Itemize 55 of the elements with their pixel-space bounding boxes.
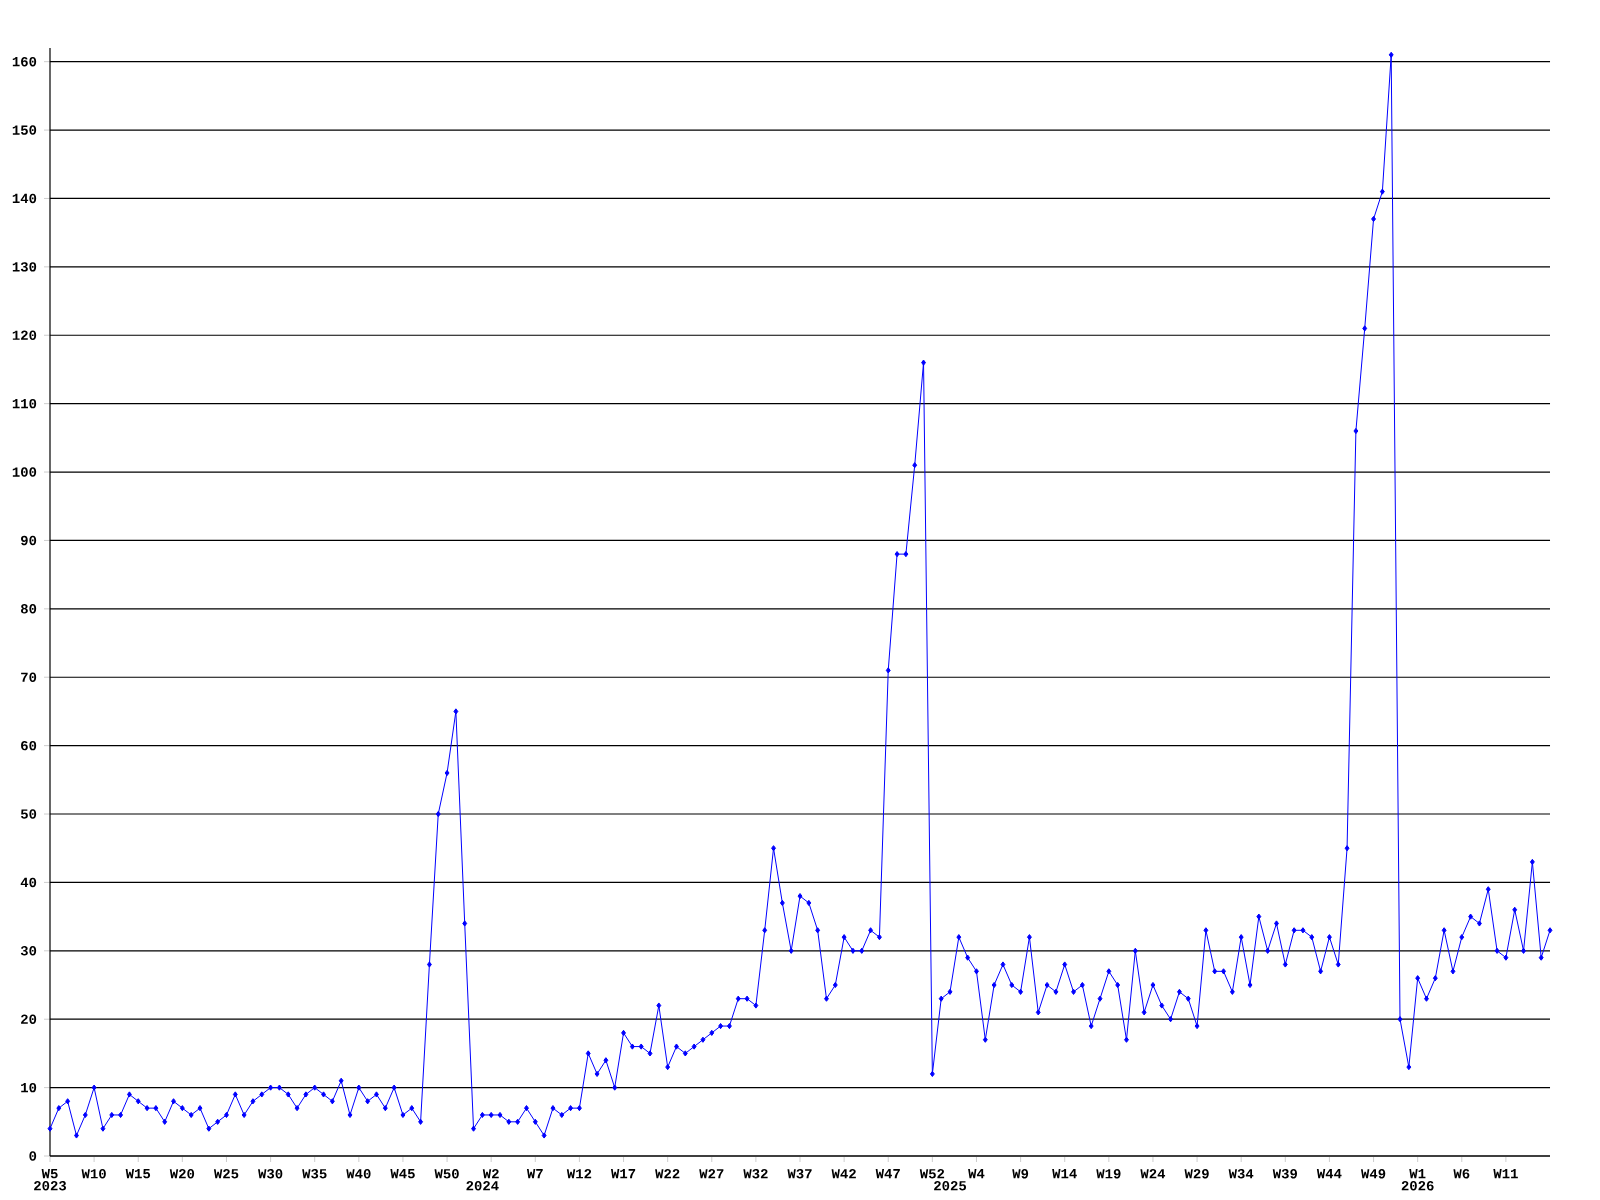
x-tick-label: W15 bbox=[125, 1169, 151, 1179]
x-tick-label: W1 bbox=[1409, 1169, 1426, 1179]
x-tick-label: W49 bbox=[1360, 1169, 1386, 1179]
x-tick-label: W17 bbox=[610, 1169, 636, 1179]
y-tick-label: 50 bbox=[20, 809, 37, 819]
y-tick-label: 100 bbox=[12, 467, 37, 477]
x-tick-label: W25 bbox=[213, 1169, 239, 1179]
y-tick-label: 160 bbox=[12, 56, 37, 67]
x-tick-label: W39 bbox=[1272, 1169, 1298, 1179]
y-tick-label: 0 bbox=[29, 1151, 37, 1161]
x-tick-label: W24 bbox=[1140, 1169, 1166, 1179]
x-tick-label: W44 bbox=[1316, 1169, 1342, 1179]
x-tick-label: W2 bbox=[482, 1169, 499, 1179]
y-tick-label: 120 bbox=[12, 330, 37, 340]
y-tick-label: 90 bbox=[21, 535, 37, 546]
y-tick-label: 40 bbox=[20, 877, 37, 888]
x-tick-label: W27 bbox=[699, 1169, 724, 1179]
x-tick-label: W29 bbox=[1184, 1169, 1209, 1179]
x-tick-label: W50 bbox=[434, 1169, 459, 1179]
y-tick-label: 110 bbox=[12, 398, 37, 409]
x-tick-label: W20 bbox=[169, 1169, 195, 1179]
x-tick-label: W10 bbox=[81, 1169, 106, 1179]
x-tick-label: W47 bbox=[875, 1169, 900, 1179]
x-tick-label: W11 bbox=[1493, 1169, 1518, 1179]
x-tick-label: W30 bbox=[258, 1169, 283, 1179]
x-tick-label: W12 bbox=[566, 1169, 592, 1179]
x-tick-label: W7 bbox=[526, 1169, 543, 1179]
text: 2025 bbox=[934, 1181, 967, 1191]
y-tick-label: 70 bbox=[21, 672, 37, 682]
x-tick-label: W9 bbox=[1012, 1169, 1029, 1179]
x-tick-label: W22 bbox=[655, 1169, 680, 1179]
x-tick-label: W6 bbox=[1453, 1169, 1470, 1179]
y-tick-label: 80 bbox=[20, 604, 37, 614]
x-tick-label: W34 bbox=[1228, 1169, 1254, 1179]
y-tick-label: 10 bbox=[21, 1082, 37, 1093]
x-tick-label: W5 bbox=[41, 1169, 58, 1179]
x-tick-label: W52 bbox=[919, 1169, 945, 1179]
x-tick-label: W42 bbox=[831, 1169, 856, 1179]
y-tick-label: 150 bbox=[12, 125, 37, 135]
text: 2024 bbox=[466, 1181, 499, 1191]
x-tick-label: W40 bbox=[346, 1169, 371, 1179]
y-tick-label: 60 bbox=[21, 740, 37, 751]
x-tick-label: W14 bbox=[1052, 1169, 1077, 1179]
y-tick-label: 130 bbox=[12, 262, 37, 272]
y-tick-label: 140 bbox=[12, 193, 37, 204]
x-tick-label: W4 bbox=[968, 1169, 985, 1179]
x-tick-label: W32 bbox=[743, 1169, 768, 1179]
y-tick-label: 20 bbox=[21, 1014, 37, 1024]
x-tick-label: W45 bbox=[390, 1169, 415, 1179]
y-tick-label: 30 bbox=[20, 946, 37, 956]
text: 2026 bbox=[1401, 1181, 1434, 1191]
x-tick-label: W19 bbox=[1096, 1169, 1121, 1179]
text: 2023 bbox=[34, 1181, 67, 1191]
x-tick-label: W37 bbox=[787, 1169, 812, 1179]
x-tick-label: W35 bbox=[302, 1169, 327, 1179]
